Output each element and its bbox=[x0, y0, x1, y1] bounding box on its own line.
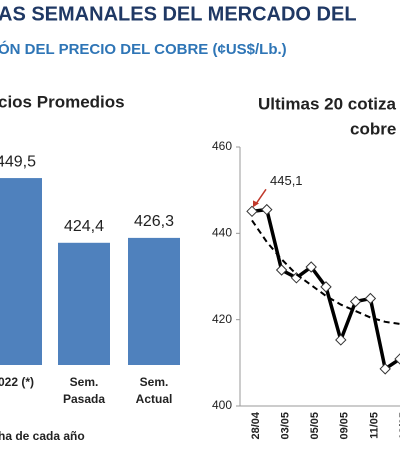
x-tick-label: Actual bbox=[136, 392, 173, 406]
x-tick-label: 28/04 bbox=[250, 411, 262, 439]
x-tick-label: Pasada bbox=[63, 392, 105, 406]
x-tick-label: 09/05 bbox=[339, 412, 351, 440]
bar bbox=[128, 237, 180, 365]
title: AS SEMANALES DEL MERCADO DEL bbox=[0, 3, 357, 25]
y-tick-label: 420 bbox=[212, 312, 232, 326]
x-tick-label: 05/05 bbox=[309, 412, 321, 440]
point bbox=[394, 353, 400, 365]
x-tick-label: 03/05 bbox=[280, 412, 292, 440]
x-tick-label: Sem. bbox=[140, 375, 169, 389]
x-tick-label: Sem. bbox=[70, 375, 99, 389]
point bbox=[275, 264, 288, 276]
subtitle: ÓN DEL PRECIO DEL COBRE (¢US$/Lb.) bbox=[0, 40, 287, 58]
bar bbox=[58, 242, 110, 365]
point bbox=[246, 205, 258, 218]
y-tick-label: 440 bbox=[212, 226, 232, 240]
annotation: 445,1 bbox=[270, 173, 303, 188]
point bbox=[261, 203, 273, 216]
data-label: 449,5 bbox=[0, 153, 36, 170]
y-tick-label: 460 bbox=[212, 139, 232, 153]
bar-chart-title: cios Promedios bbox=[0, 92, 125, 111]
x-tick-label: 11/05 bbox=[368, 412, 380, 439]
data-label: 424,4 bbox=[64, 218, 104, 235]
data-label: 426,3 bbox=[134, 213, 174, 230]
line-chart-title: Ultimas 20 cotiza bbox=[258, 94, 396, 113]
point bbox=[305, 261, 317, 273]
point bbox=[335, 334, 347, 346]
footnote: ha de cada año bbox=[0, 429, 85, 443]
point bbox=[379, 363, 391, 375]
line-chart-title: cobre bbox=[350, 119, 396, 138]
trend-line bbox=[251, 219, 400, 325]
point bbox=[364, 292, 377, 305]
y-tick-label: 400 bbox=[212, 398, 232, 412]
bar bbox=[0, 178, 42, 365]
point bbox=[320, 281, 332, 293]
x-tick-label: 13/05 bbox=[398, 412, 400, 440]
x-tick-label: 022 (*) bbox=[0, 375, 34, 389]
annotation-arrowhead bbox=[253, 200, 259, 208]
point bbox=[349, 295, 362, 308]
